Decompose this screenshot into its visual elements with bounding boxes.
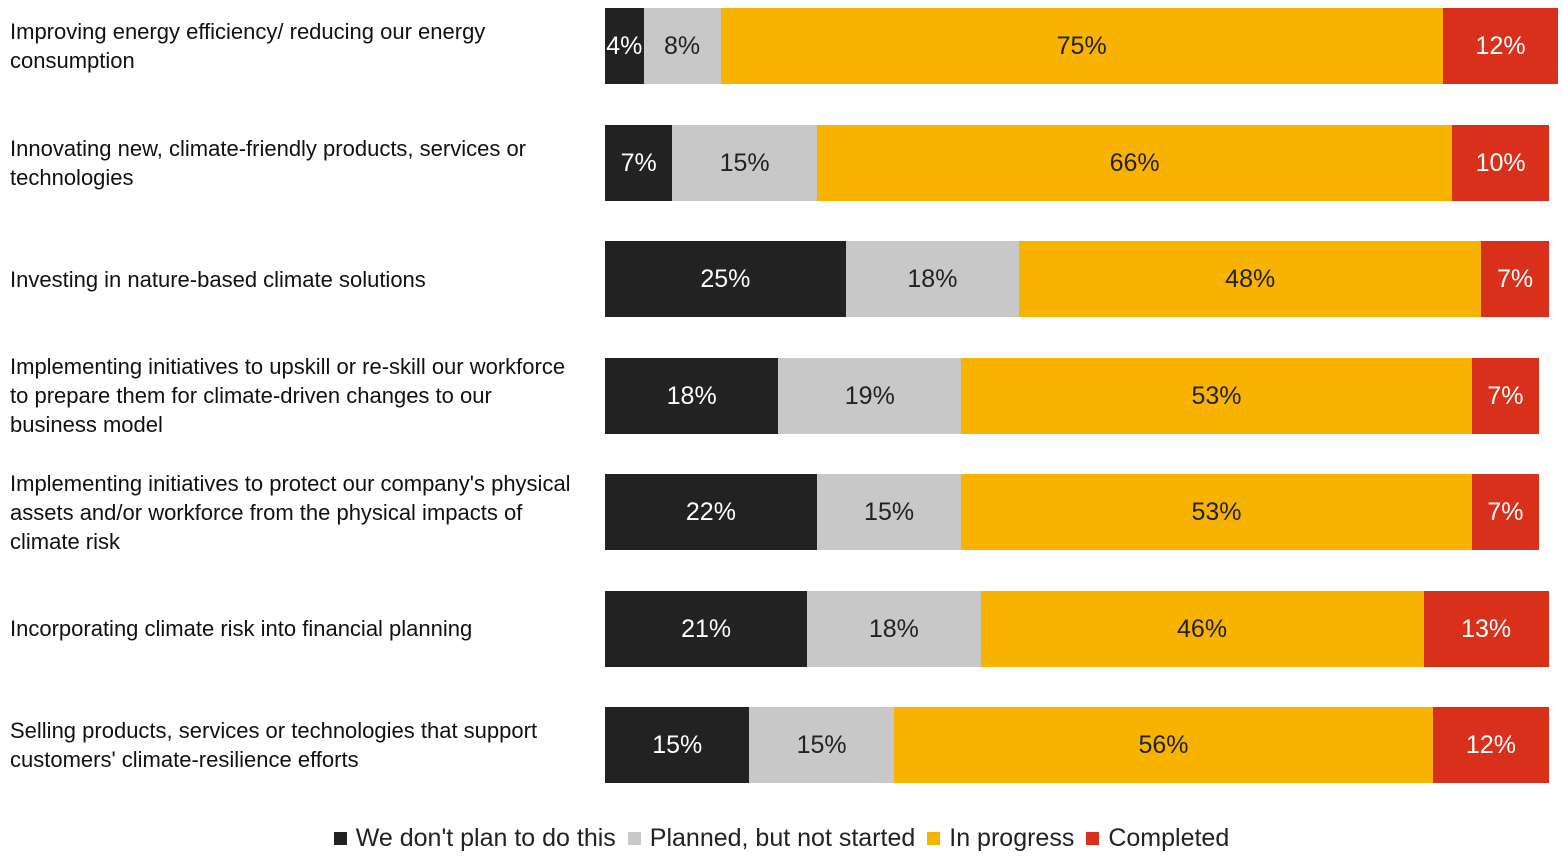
value-label: 13% <box>1461 614 1512 643</box>
bar-segment <box>672 124 817 201</box>
value-label: 46% <box>1177 614 1228 643</box>
bar-segment <box>1452 124 1549 201</box>
bar-segment <box>980 590 1424 667</box>
bar-segment <box>749 707 894 783</box>
value-label: 53% <box>1191 381 1242 410</box>
legend-item: Completed <box>1086 824 1229 853</box>
value-label: 7% <box>1496 265 1534 293</box>
legend-label: In progress <box>949 823 1075 852</box>
bar-segment <box>605 241 846 317</box>
value-label: 25% <box>700 265 751 293</box>
legend-swatch <box>627 831 641 845</box>
bar-segment <box>807 590 981 667</box>
bar-segment <box>643 8 721 84</box>
bar-segment <box>961 357 1472 434</box>
value-label: 4% <box>606 32 643 60</box>
bar-segment <box>605 474 817 550</box>
bar-segment <box>605 590 808 667</box>
bar-segment <box>1471 474 1540 550</box>
value-label: 18% <box>868 614 919 643</box>
bar-segment <box>961 474 1472 550</box>
legend-item: In progress <box>927 824 1074 853</box>
bar-segment <box>1481 241 1549 317</box>
category-label: Investing in nature-based climate soluti… <box>10 266 426 292</box>
bar-segment <box>778 357 962 434</box>
category-label-box: Incorporating climate risk into financia… <box>10 591 575 667</box>
bar-segment <box>845 241 1020 317</box>
value-label: 48% <box>1225 265 1276 293</box>
category-label-box: Investing in nature-based climate soluti… <box>10 241 575 317</box>
category-label-box: Selling products, services or technologi… <box>10 707 575 783</box>
category-label: Incorporating climate risk into financia… <box>10 616 473 641</box>
bar-segment <box>1433 707 1549 783</box>
bar-segment <box>816 124 1453 201</box>
value-label: 22% <box>685 498 736 526</box>
value-label: 15% <box>864 498 915 526</box>
value-label: 15% <box>719 148 770 177</box>
value-label: 19% <box>844 381 895 410</box>
value-label: 15% <box>796 731 847 759</box>
bar-segment <box>816 474 962 550</box>
value-label: 8% <box>663 32 701 60</box>
value-label: 7% <box>1487 381 1524 410</box>
value-label: 66% <box>1109 148 1160 177</box>
legend-label: Planned, but not started <box>649 823 916 852</box>
legend-label: Completed <box>1108 823 1230 852</box>
bar-segment <box>1442 8 1559 84</box>
legend-swatch <box>927 831 941 845</box>
value-label: 21% <box>681 614 732 643</box>
category-label-box: Improving energy efficiency/ reducing ou… <box>10 8 575 84</box>
value-label: 15% <box>652 731 703 759</box>
value-label: 18% <box>666 381 717 410</box>
value-label: 10% <box>1475 148 1526 177</box>
bar-segment <box>893 707 1434 783</box>
bar-segment <box>720 8 1443 84</box>
category-label: Innovating new, climate-friendly product… <box>10 135 527 190</box>
value-label: 75% <box>1056 32 1107 60</box>
legend-item: Planned, but not started <box>627 823 916 853</box>
category-label-box: Implementing initiatives to upskill or r… <box>10 354 575 437</box>
legend-swatch <box>1086 831 1100 845</box>
value-label: 53% <box>1191 498 1242 526</box>
category-label-box: Implementing initiatives to protect our … <box>10 471 575 554</box>
bar-segment <box>1471 357 1540 434</box>
bar-segment <box>605 8 644 84</box>
value-label: 18% <box>907 265 958 293</box>
bar-segment <box>605 707 750 783</box>
category-label: Implementing initiatives to upskill or r… <box>10 354 566 437</box>
category-label-box: Innovating new, climate-friendly product… <box>10 125 575 201</box>
value-label: 12% <box>1465 731 1516 759</box>
bar-segment <box>1019 241 1482 317</box>
value-label: 7% <box>620 148 657 177</box>
bar-segment <box>1423 590 1549 667</box>
bar-segment <box>605 357 779 434</box>
legend-label: We don't plan to do this <box>355 823 616 852</box>
value-label: 56% <box>1138 731 1189 759</box>
value-label: 12% <box>1475 32 1526 60</box>
bar-segment <box>605 124 673 201</box>
legend: We don't plan to do this Planned, but not… <box>0 820 1563 856</box>
category-label: Selling products, services or technologi… <box>10 718 538 772</box>
legend-item: We don't plan to do this <box>333 823 616 853</box>
value-label: 7% <box>1487 498 1524 526</box>
legend-swatch <box>333 831 347 845</box>
category-label: Implementing initiatives to protect our … <box>10 470 571 554</box>
category-label: Improving energy efficiency/ reducing ou… <box>10 19 486 73</box>
